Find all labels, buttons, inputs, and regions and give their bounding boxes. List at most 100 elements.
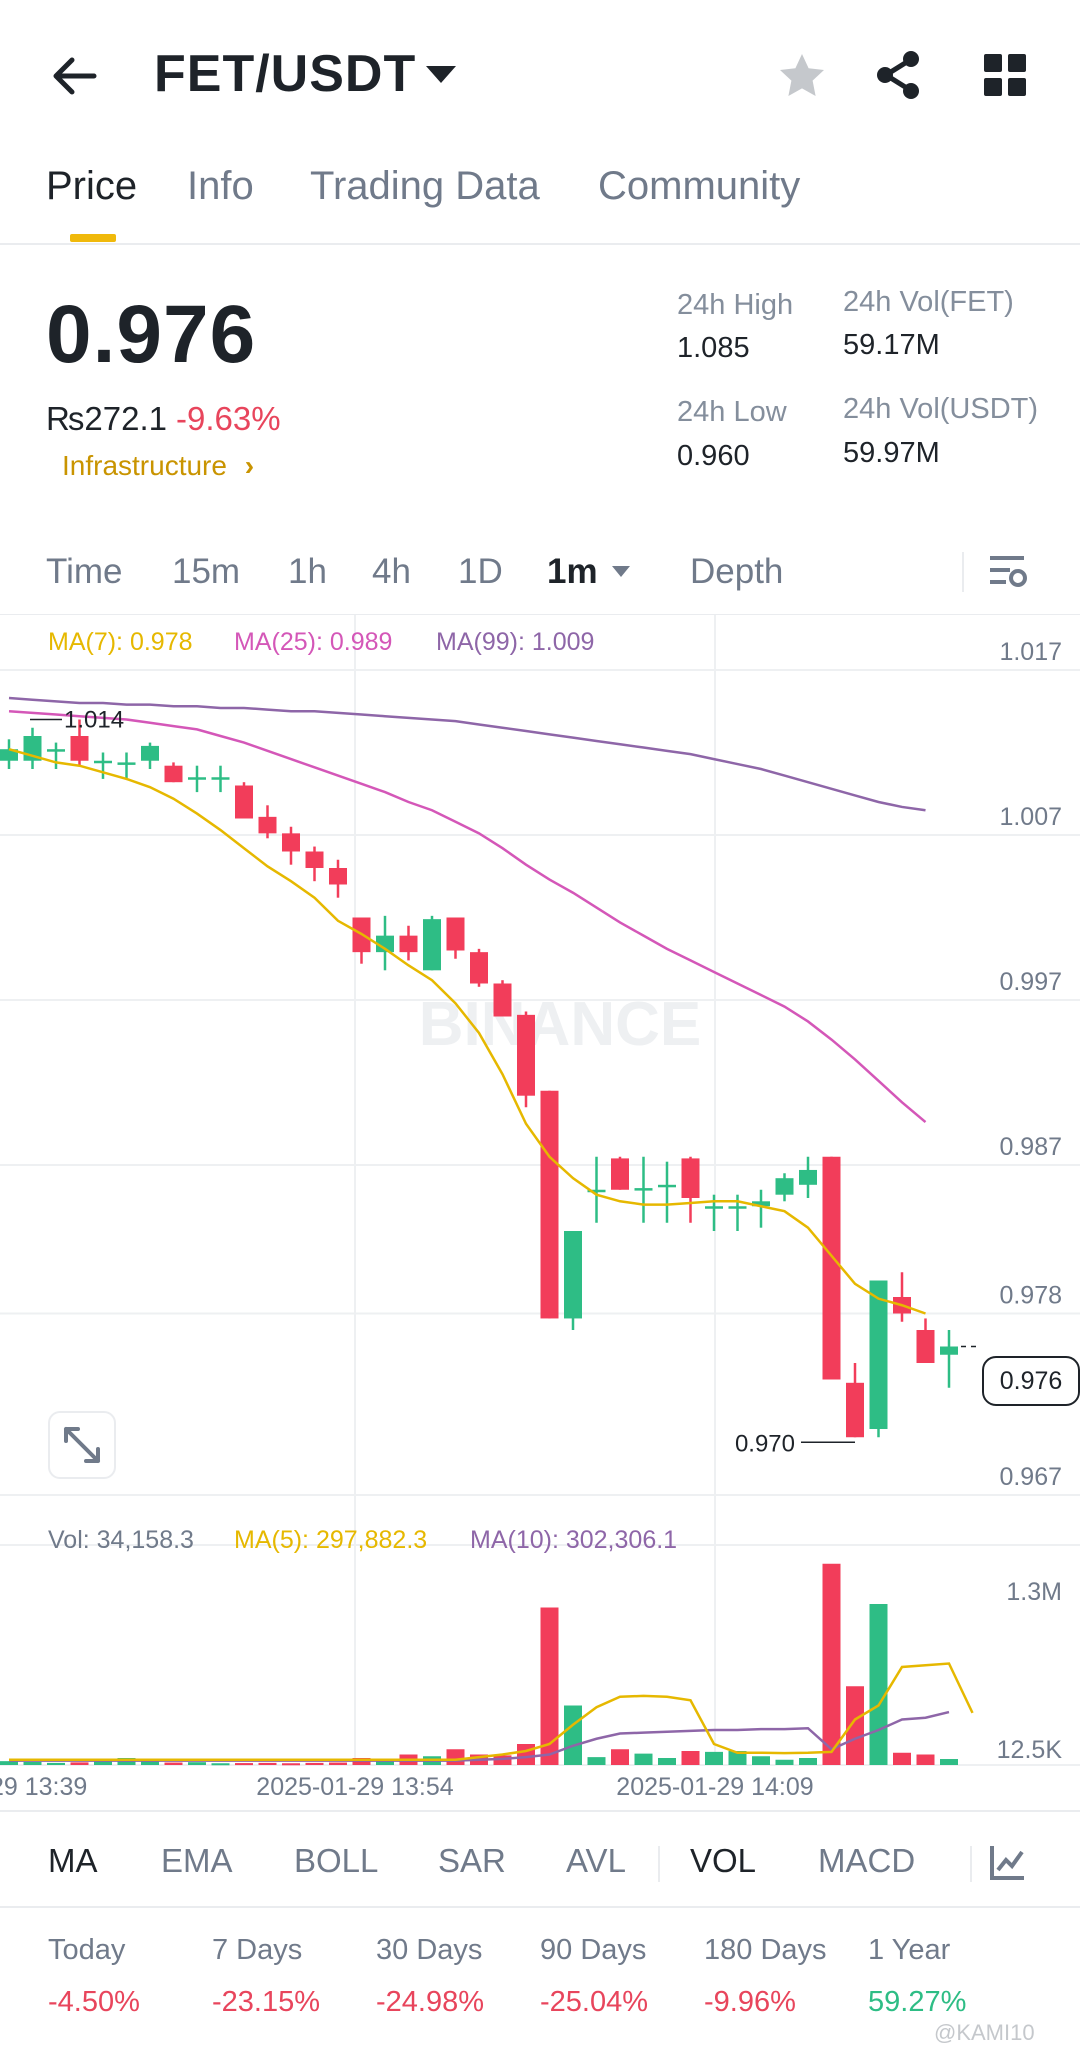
divider <box>0 1906 1080 1908</box>
interval-dropdown-icon[interactable] <box>612 566 630 577</box>
expand-chart-button[interactable] <box>48 1411 116 1479</box>
share-icon[interactable] <box>872 48 924 102</box>
volume-bar <box>493 1755 512 1765</box>
vol-legend: Vol: 34,158.3 <box>48 1526 194 1554</box>
candle-body <box>70 736 89 761</box>
candle-body <box>235 785 253 819</box>
candle-body <box>681 1158 700 1198</box>
volume-bar <box>94 1759 112 1765</box>
apps-grid-icon[interactable] <box>984 54 1026 96</box>
interval-1m[interactable]: 1m <box>547 552 598 591</box>
pair-dropdown-icon[interactable] <box>426 66 456 83</box>
candle-body <box>329 868 347 885</box>
favorite-star-icon[interactable] <box>776 50 828 102</box>
volume-bar <box>634 1753 653 1765</box>
perf-value-today: -4.50% <box>48 1986 140 2018</box>
volume-bar <box>846 1686 864 1765</box>
candle-body <box>258 816 277 834</box>
price-axis-tick: 0.997 <box>999 968 1062 996</box>
indicator-ma[interactable]: MA <box>48 1842 98 1879</box>
volume-bar <box>305 1762 324 1765</box>
volume-bar <box>705 1751 723 1765</box>
perf-value-90d: -25.04% <box>540 1986 649 2018</box>
vol-base-value: 59.17M <box>843 329 940 361</box>
vol-base-label: 24h Vol(FET) <box>843 286 1014 318</box>
active-tab-indicator <box>70 234 116 242</box>
ma99-line <box>8 696 926 812</box>
candle-body <box>540 1090 559 1319</box>
vol-ma5-legend: MA(5): 297,882.3 <box>234 1526 428 1554</box>
divider <box>0 243 1080 245</box>
interval-15m[interactable]: 15m <box>172 552 241 591</box>
perf-value-180d: -9.96% <box>704 1986 796 2018</box>
volume-bar <box>0 1761 18 1765</box>
indicator-avl[interactable]: AVL <box>566 1842 626 1879</box>
candle-body <box>493 983 512 1017</box>
last-price: 0.976 <box>46 289 257 380</box>
indicator-boll[interactable]: BOLL <box>294 1842 379 1879</box>
tab-price[interactable]: Price <box>46 164 138 208</box>
indicator-settings-icon[interactable] <box>988 1842 1028 1882</box>
perf-value-7d: -23.15% <box>212 1986 321 2018</box>
perf-label-180d: 180 Days <box>704 1934 827 1966</box>
candle-body <box>611 1158 629 1190</box>
perf-label-7d: 7 Days <box>212 1934 303 1966</box>
volume-bar <box>916 1754 935 1765</box>
candle-body <box>94 760 112 764</box>
candle-body <box>141 745 159 761</box>
candle-body <box>423 919 441 971</box>
tab-trading-data[interactable]: Trading Data <box>310 164 540 208</box>
tab-info[interactable]: Info <box>187 164 254 208</box>
volume-bar <box>23 1761 42 1765</box>
volume-bar <box>258 1762 277 1765</box>
candle-body <box>705 1206 723 1209</box>
volume-bar <box>822 1563 841 1765</box>
volume-bar <box>775 1759 794 1765</box>
time-axis-tick: 2025-01-29 13:54 <box>256 1773 453 1801</box>
indicator-sar[interactable]: SAR <box>438 1842 506 1879</box>
price-axis-tick: 0.978 <box>999 1282 1062 1310</box>
volume-bar <box>540 1607 559 1765</box>
interval-1d[interactable]: 1D <box>458 552 503 591</box>
interval-4h[interactable]: 4h <box>372 552 411 591</box>
interval-time[interactable]: Time <box>46 552 123 591</box>
indicator-vol[interactable]: VOL <box>690 1842 757 1879</box>
candle-body <box>940 1346 958 1355</box>
volume-bar <box>940 1759 958 1765</box>
candle-body <box>0 749 18 761</box>
vol-quote-value: 59.97M <box>843 437 940 469</box>
candle-body <box>658 1184 676 1188</box>
candle-body <box>117 762 136 765</box>
perf-value-30d: -24.98% <box>376 1986 485 2018</box>
price-axis-tick: 1.007 <box>999 803 1062 831</box>
binance-watermark: BINANCE <box>419 990 701 1059</box>
volume-bar <box>446 1749 465 1765</box>
indicator-ema[interactable]: EMA <box>161 1842 233 1879</box>
volume-bar <box>211 1763 230 1766</box>
tab-community[interactable]: Community <box>598 164 801 208</box>
chevron-right-icon: › <box>244 450 255 481</box>
category-link[interactable]: Infrastructure › <box>62 450 254 482</box>
ma7-legend: MA(7): 0.978 <box>48 628 193 656</box>
candle-body <box>188 777 206 780</box>
candle-body <box>846 1382 864 1438</box>
candlestick-chart[interactable]: BINANCE 1.017 1.007 0.997 0.987 0.978 0.967 1.… <box>0 615 1080 1810</box>
candle-body <box>376 935 394 953</box>
candle-body <box>47 749 65 752</box>
time-axis-tick: 2025-01-29 14:09 <box>616 1773 813 1801</box>
back-arrow-icon[interactable] <box>48 50 100 102</box>
interval-depth[interactable]: Depth <box>690 552 784 591</box>
price-axis-tick: 0.987 <box>999 1133 1062 1161</box>
interval-1h[interactable]: 1h <box>288 552 327 591</box>
chart-settings-icon[interactable] <box>988 552 1028 592</box>
vol-ma10-legend: MA(10): 302,306.1 <box>470 1526 678 1554</box>
volume-bar <box>376 1758 394 1765</box>
pair-title[interactable]: FET/USDT <box>154 45 417 103</box>
divider <box>0 614 1080 615</box>
vol-quote-label: 24h Vol(USDT) <box>843 393 1039 425</box>
indicator-macd[interactable]: MACD <box>818 1842 916 1879</box>
volume-bar <box>681 1751 700 1765</box>
low-marker-label: 0.970 <box>735 1430 795 1457</box>
volume-bar <box>893 1752 911 1765</box>
volume-bar <box>329 1762 347 1765</box>
